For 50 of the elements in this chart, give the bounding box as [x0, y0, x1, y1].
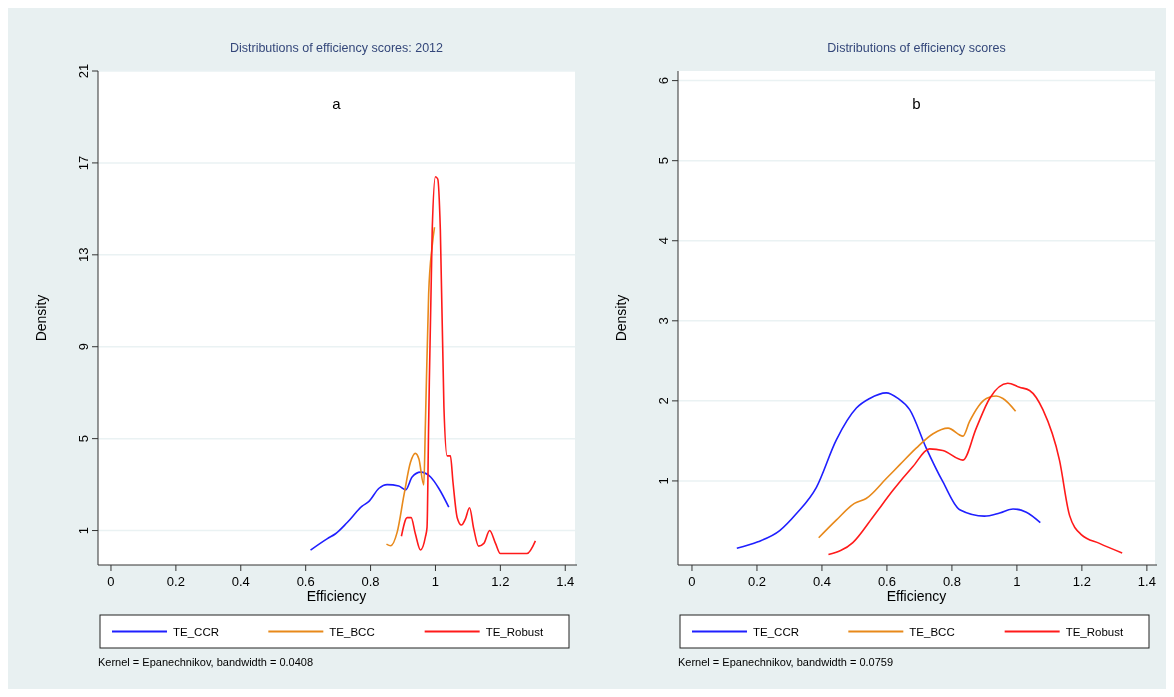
chart-title: Distributions of efficiency scores: [827, 41, 1006, 55]
y-tick-label: 1: [76, 526, 91, 535]
x-tick-label: 0.4: [812, 574, 831, 589]
y-tick-label: 17: [76, 155, 91, 171]
y-tick-label: 4: [656, 237, 671, 245]
x-tick-label: 0.6: [296, 574, 315, 589]
y-tick-label: 5: [76, 435, 91, 443]
y-tick-label: 13: [76, 247, 91, 263]
x-tick-label: 1.4: [1137, 574, 1156, 589]
x-tick-label: 1.4: [556, 574, 575, 589]
x-tick-label: 0: [107, 574, 115, 589]
x-tick-label: 0: [688, 574, 696, 589]
x-tick-label: 0.2: [166, 574, 185, 589]
x-tick-label: 1.2: [491, 574, 510, 589]
line-series: [736, 392, 1042, 549]
legend-label: TE_BCC: [909, 625, 955, 638]
annotation: b: [912, 95, 921, 112]
y-tick-label: 1: [656, 477, 671, 485]
x-tick-label: 0.6: [877, 574, 896, 589]
line-series: [827, 382, 1123, 556]
annotation: a: [332, 95, 342, 112]
y-tick-label: 6: [656, 76, 671, 85]
legend-label: TE_Robust: [1065, 625, 1124, 638]
text: Kernel = Epanechnikov, bandwidth = 0.0759: [678, 656, 894, 668]
x-axis-title: Efficiency: [306, 588, 367, 604]
x-tick-label: 0.8: [942, 574, 961, 589]
y-tick-label: 2: [656, 397, 671, 405]
x-tick-label: 1.2: [1072, 574, 1091, 589]
x-tick-label: 0.8: [361, 574, 380, 589]
y-tick-label: 21: [76, 63, 91, 79]
y-tick-label: 3: [656, 317, 671, 325]
line-series: [400, 175, 537, 555]
y-tick-label: 5: [656, 157, 671, 165]
legend-label: TE_CCR: [753, 625, 800, 638]
legend-label: TE_Robust: [485, 625, 544, 638]
x-tick-label: 1: [1013, 574, 1021, 589]
x-tick-label: 0.2: [747, 574, 766, 589]
x-axis-title: Efficiency: [886, 588, 947, 604]
line-series: [385, 226, 436, 547]
line-series: [309, 471, 450, 551]
x-tick-label: 1: [431, 574, 440, 589]
y-axis-title: Density: [33, 294, 49, 342]
legend-label: TE_CCR: [173, 625, 220, 638]
chart-title: Distributions of efficiency scores: 2012: [229, 41, 444, 55]
text: Kernel = Epanechnikov, bandwidth = 0.0408: [98, 656, 314, 668]
legend-label: TE_BCC: [329, 625, 375, 638]
y-axis-title: Density: [613, 294, 629, 342]
x-tick-label: 0.4: [231, 574, 250, 589]
line-series: [817, 395, 1017, 539]
y-tick-label: 9: [76, 343, 91, 351]
